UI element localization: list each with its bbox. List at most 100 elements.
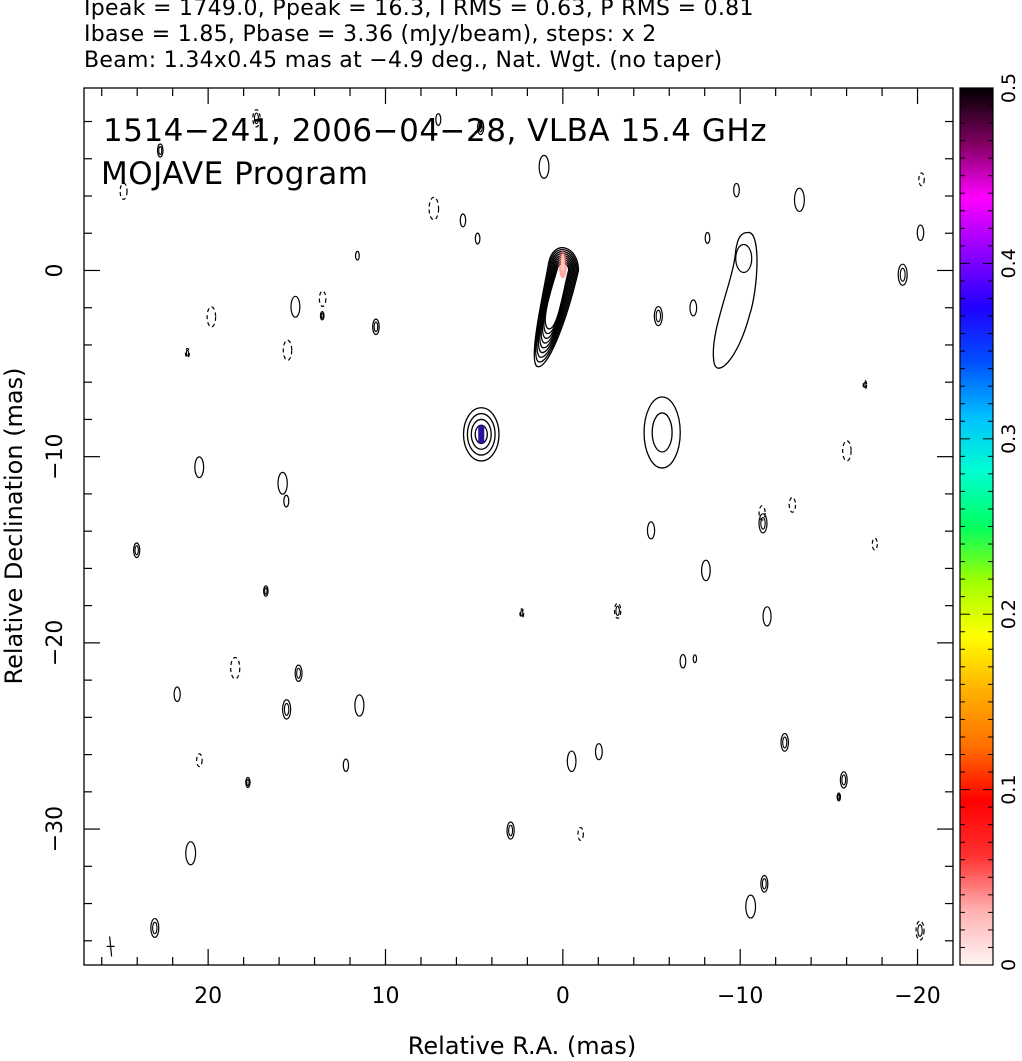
y-tick-label: 0 (43, 263, 68, 277)
colorbar-tick-labels: 0 0.1 0.2 0.3 0.4 0.5 (998, 73, 1020, 971)
noise-contour (342, 758, 350, 773)
noise-contour (318, 290, 327, 308)
core-peak-highlight (560, 253, 565, 272)
colorbar-tick-label: 0.2 (998, 599, 1020, 629)
noise-contour (230, 656, 241, 680)
noise-contour (836, 792, 842, 802)
noise-contour (917, 924, 923, 937)
noise-contour (264, 587, 268, 595)
noise-contour (282, 339, 293, 361)
noise-contour (538, 154, 550, 179)
colorbar (959, 87, 994, 966)
noise-contour (758, 513, 768, 534)
noise-contour (245, 776, 251, 789)
noise-contour (296, 667, 301, 679)
noise-contour (435, 113, 442, 126)
noise-contour (679, 653, 687, 669)
noise-contour (150, 917, 160, 938)
noise-contour (119, 182, 128, 200)
noise-contour (788, 496, 797, 513)
header-line-3: Beam: 1.34x0.45 mas at −4.9 deg., Nat. W… (84, 48, 723, 73)
noise-contour (758, 505, 766, 521)
noise-contour (760, 874, 769, 893)
plot-subtitle: MOJAVE Program (101, 156, 368, 192)
noise-contour (704, 231, 711, 244)
noise-contour (156, 143, 164, 158)
noise-contour (613, 602, 622, 619)
noise-contour (134, 545, 139, 556)
noise-contour (263, 585, 269, 597)
knot-contour (474, 424, 488, 445)
noise-contour (173, 686, 181, 703)
noise-contour (506, 821, 515, 840)
y-tick-label: −10 (43, 433, 68, 479)
colorbar-tick-label: 0.5 (998, 73, 1020, 103)
noise-contour (646, 521, 656, 540)
noise-contour (793, 187, 805, 213)
noise-contour (842, 440, 852, 462)
noise-contour (372, 318, 380, 336)
noise-contour (918, 172, 925, 187)
west-jet-contour (735, 243, 753, 274)
noise-contour (194, 456, 205, 479)
noise-contour (459, 213, 467, 228)
core-contour (535, 249, 578, 363)
y-axis-label: Relative Declination (mas) (0, 367, 28, 684)
knot-contour (462, 407, 500, 462)
noise-contour (761, 878, 767, 890)
y-tick-label: −30 (43, 806, 68, 852)
noise-contour (519, 608, 525, 619)
header-line-2: Ibase = 1.85, Pbase = 3.36 (mJy/beam), s… (84, 22, 657, 47)
noise-contour (520, 610, 524, 617)
noise-contour (508, 824, 514, 837)
axis-tick-labels: 20 10 0 −10 −20 0 −10 −20 −30 (43, 263, 941, 1009)
noise-contour (158, 145, 163, 156)
noise-contour (478, 122, 483, 133)
east-blob-contour (651, 412, 673, 453)
x-axis-label: Relative R.A. (mas) (408, 1032, 636, 1060)
noise-contour (319, 310, 325, 321)
x-tick-label: 20 (194, 984, 222, 1009)
x-tick-label: −20 (894, 984, 940, 1009)
noise-contour (655, 309, 662, 323)
west-jet-contour (712, 231, 758, 369)
noise-contour (899, 267, 906, 282)
noise-contour (246, 778, 250, 787)
noise-contour (373, 321, 379, 333)
noise-contour (283, 494, 290, 508)
noise-contour (277, 471, 288, 495)
y-tick-label: −20 (43, 620, 68, 666)
east-blob-contour (643, 396, 681, 469)
noise-contour (837, 793, 841, 800)
noise-contour (474, 232, 481, 245)
noise-contour (206, 306, 217, 328)
noise-contour (152, 921, 158, 935)
noise-contour (477, 119, 485, 136)
noise-contour (252, 109, 261, 128)
noise-contour (700, 559, 711, 582)
noise-contour (354, 694, 365, 717)
noise-contour (780, 733, 790, 752)
noise-contour (863, 381, 867, 388)
colorbar-tick-label: 0.4 (998, 248, 1020, 278)
noise-contour (566, 750, 577, 773)
noise-contour (132, 542, 141, 559)
contour-layer (462, 231, 758, 469)
noise-contour (871, 537, 878, 551)
noise-contour (839, 771, 848, 789)
knot-contour (470, 418, 492, 450)
noise-contour (916, 224, 925, 242)
noise-contour (290, 295, 301, 318)
plot-frame (83, 87, 954, 966)
knot-contour (466, 412, 496, 456)
colorbar-tick-label: 0.3 (998, 424, 1020, 454)
noise-contour (762, 606, 772, 627)
noise-contour (294, 664, 303, 683)
noise-contour (915, 920, 925, 941)
axis-ticks (84, 88, 953, 965)
colorbar-tick-label: 0 (998, 959, 1020, 971)
noise-contour (185, 841, 197, 866)
noise-contour (281, 699, 292, 720)
noise-contour (594, 743, 603, 761)
